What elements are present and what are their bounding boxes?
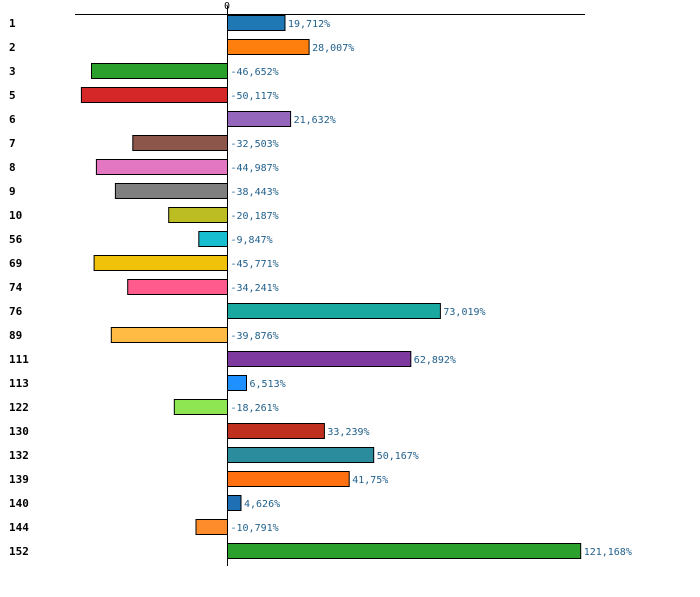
bar [227, 543, 582, 559]
category-label: 6 [9, 113, 16, 126]
bar [110, 327, 228, 343]
value-label: -50,117% [231, 91, 279, 102]
bar [227, 375, 247, 391]
bar [80, 87, 229, 103]
category-label: 5 [9, 89, 16, 102]
value-label: 73,019% [443, 307, 485, 318]
value-label: 4,626% [244, 499, 280, 510]
bar [91, 63, 228, 79]
category-label: 76 [9, 305, 23, 318]
value-label: 6,513% [250, 379, 286, 390]
category-label: 9 [9, 185, 16, 198]
value-label: -20,187% [231, 211, 279, 222]
bar [95, 159, 229, 175]
bar [227, 111, 292, 127]
value-label: -45,771% [231, 259, 279, 270]
bar [227, 351, 412, 367]
value-label: 121,168% [584, 547, 632, 558]
value-label: 62,892% [414, 355, 456, 366]
value-label: -32,503% [231, 139, 279, 150]
value-label: -9,847% [231, 235, 273, 246]
category-label: 140 [9, 497, 29, 510]
bar [227, 495, 242, 511]
bar [173, 399, 229, 415]
bars-group: 1 19,712% 2 28,007% 3 -46,652% 5 -50,117% 6 21,63… [9, 15, 632, 559]
category-label: 89 [9, 329, 22, 342]
value-label: -34,241% [231, 283, 279, 294]
value-label: -38,443% [231, 187, 279, 198]
bar [114, 183, 228, 199]
bar [227, 303, 441, 319]
bar [227, 15, 286, 31]
category-label: 152 [9, 545, 29, 558]
zero-tick-label: 0 [224, 1, 230, 12]
bar [227, 39, 310, 55]
value-label: 21,632% [294, 115, 336, 126]
category-label: 144 [9, 521, 29, 534]
bar [227, 423, 325, 439]
value-label: -39,876% [231, 331, 279, 342]
category-label: 10 [9, 209, 22, 222]
category-label: 132 [9, 449, 29, 462]
category-label: 8 [9, 161, 16, 174]
bar [227, 447, 375, 463]
category-label: 122 [9, 401, 29, 414]
category-label: 111 [9, 353, 29, 366]
bar [93, 255, 228, 271]
value-label: 28,007% [312, 43, 354, 54]
value-label: -46,652% [231, 67, 279, 78]
value-label: -44,987% [231, 163, 279, 174]
category-label: 113 [9, 377, 29, 390]
category-label: 2 [9, 41, 16, 54]
value-label: -10,791% [231, 523, 279, 534]
bar [195, 519, 228, 535]
value-label: 50,167% [377, 451, 419, 462]
category-label: 1 [9, 17, 16, 30]
category-label: 56 [9, 233, 23, 246]
bar [198, 231, 229, 247]
value-label: 19,712% [288, 19, 330, 30]
value-label: 33,239% [327, 427, 369, 438]
category-label: 130 [9, 425, 29, 438]
value-label: 41,75% [352, 475, 388, 486]
bar [227, 471, 350, 487]
category-label: 74 [9, 281, 23, 294]
category-label: 7 [9, 137, 16, 150]
bar [168, 207, 228, 223]
bar [127, 279, 228, 295]
category-label: 69 [9, 257, 22, 270]
value-label: -18,261% [231, 403, 279, 414]
bar [132, 135, 228, 151]
category-label: 3 [9, 65, 16, 78]
category-label: 139 [9, 473, 29, 486]
